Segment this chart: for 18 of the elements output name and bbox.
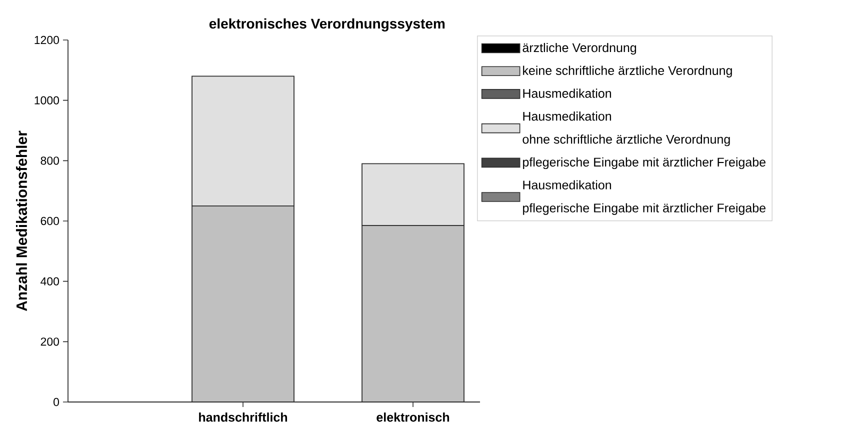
x-tick-label: handschriftlich <box>199 412 288 422</box>
y-tick-label: 0 <box>54 398 60 406</box>
legend-label: Hausmedikation <box>523 88 612 98</box>
chart-title: elektronisches Verordnungssystem <box>209 18 445 32</box>
y-tick-label: 800 <box>40 156 60 165</box>
legend-label: ärztliche Verordnung <box>522 42 636 55</box>
legend-label: pflegerische Eingabe mit ärztlicher Freigabe <box>523 157 766 170</box>
bar <box>192 206 294 402</box>
y-tick-label: 400 <box>40 277 60 286</box>
y-tick-label: 1000 <box>34 96 60 104</box>
y-tick-label: 1200 <box>34 36 60 44</box>
legend-label: keine schriftliche ärztliche Verordnung <box>523 66 732 78</box>
y-tick-label: 200 <box>40 338 60 346</box>
y-axis-title: Anzahl Medikationsfehler <box>16 130 28 312</box>
y-tick-label: 600 <box>40 216 60 226</box>
bar <box>362 225 464 402</box>
x-tick-label: elektronisch <box>376 412 450 422</box>
legend-label: Hausmedikation pflegerische Eingabe mit ärztlicher Freigabe <box>523 180 766 215</box>
